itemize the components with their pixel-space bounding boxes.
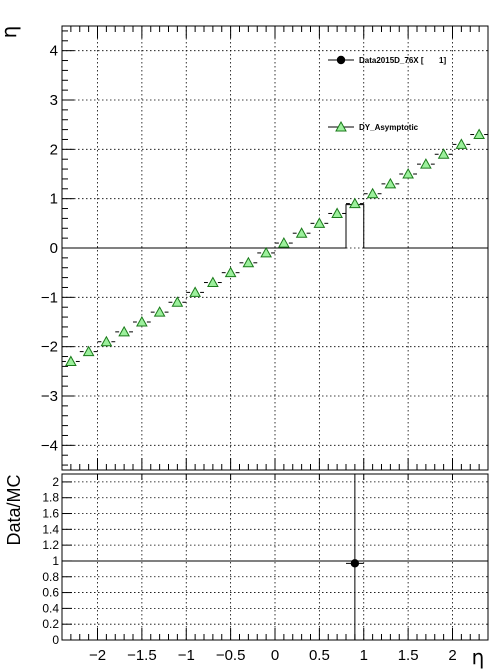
ratio-panel-grid [62,474,488,641]
main-panel: −4 −3 −2 −1 0 1 2 3 4 η Data2015D_76X [ 1] DY_As… [0,25,489,471]
legend-entry-mc: DY_Asymptotic [328,120,419,132]
mc-point [437,148,450,159]
x-tick-label: 1 [360,647,368,664]
y-tick-label: 1.6 [42,507,59,521]
mc-point [402,167,414,179]
ratio-panel-ticks [61,474,489,641]
mc-point [278,237,290,248]
y-tick-label: 2 [50,141,58,158]
y-tick-label: 3 [50,92,58,109]
legend-label-mc: DY_Asymptotic [359,123,419,132]
mc-point [455,138,468,149]
y-tick-label: 0 [50,240,58,257]
y-tick-label: 0.4 [42,601,59,615]
ratio-panel-y-tick-labels: 0 0.2 0.40.6 0.8 1 1.2 1.41.6 1.8 2 [42,475,59,647]
mc-point [207,276,219,288]
mc-point [420,158,432,169]
ratio-point [350,559,360,568]
ratio-panel-x-axis-title: η [472,645,485,669]
main-panel-y-axis-title: η [0,26,21,39]
mc-point [65,355,77,366]
y-tick-label: 1.2 [42,538,59,552]
y-tick-label: 0.6 [42,586,59,600]
x-tick-label: 0.5 [309,647,330,664]
mc-point [242,256,255,268]
mc-point [313,217,326,228]
main-panel-y-tick-labels: −4 −3 −2 −1 0 1 2 3 4 [41,43,58,455]
mc-point [153,306,166,317]
ratio-panel-data [62,474,488,640]
ratio-panel-x-tick-labels: −2 −1.5 −1 −0.5 0 0.5 1 1.5 2 [89,647,457,664]
x-tick-label: −1.5 [127,647,157,664]
mc-point [224,266,237,278]
x-tick-label: 2 [448,647,456,664]
y-tick-label: −1 [41,289,58,306]
main-panel-ticks [61,26,489,470]
y-tick-label: 2 [52,475,59,489]
mc-point [118,325,130,337]
legend-marker-open-triangle [335,120,347,132]
mc-point [384,177,397,189]
legend-entry-data: Data2015D_76X [ 1] [328,55,446,65]
x-tick-label: 0 [271,647,279,664]
mc-point [331,207,343,218]
x-tick-label: −2 [89,647,106,664]
mc-point [82,345,95,357]
y-tick-label: 0 [52,633,59,647]
mc-point [171,296,184,307]
mc-point [295,227,308,238]
y-tick-label: 0.2 [42,617,59,631]
mc-point [189,286,201,297]
y-tick-label: 4 [50,43,58,60]
mc-point [349,197,361,209]
mc-point [136,315,148,327]
y-tick-label: 1.4 [42,522,59,536]
mc-point [473,128,485,140]
y-tick-label: 1 [52,554,59,568]
legend: Data2015D_76X [ 1] DY_Asymptotic [328,55,446,132]
y-tick-label: −4 [41,437,58,454]
ratio-panel-y-axis-title: Data/MC [4,474,24,545]
y-tick-label: −3 [41,388,58,405]
y-tick-label: 1 [50,191,58,208]
y-tick-label: −2 [41,339,58,356]
y-tick-label: 1.8 [42,491,59,505]
mc-point [100,335,113,347]
legend-marker-filled-circle [336,55,346,65]
mc-point [260,246,272,258]
ratio-panel: 0 0.2 0.40.6 0.8 1 1.2 1.41.6 1.8 2 −2 −1.5 −1 −0.5… [4,473,489,669]
mc-point [366,187,379,199]
x-tick-label: −0.5 [216,647,246,664]
x-tick-label: −1 [178,647,195,664]
x-tick-label: 1.5 [398,647,419,664]
main-panel-data [62,128,488,366]
legend-label-data: Data2015D_76X [ 1] [359,56,446,65]
y-tick-label: 0.8 [42,570,59,584]
